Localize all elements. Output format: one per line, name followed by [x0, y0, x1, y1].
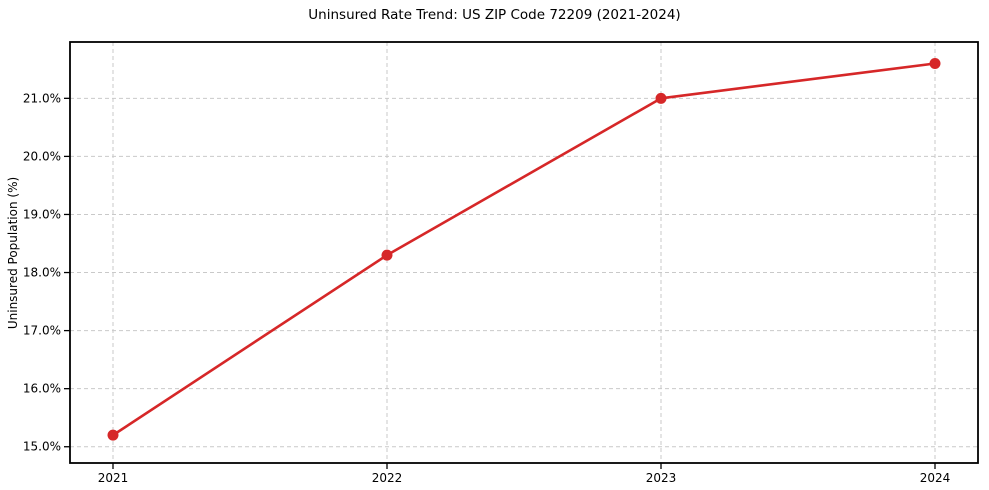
data-point-marker — [107, 429, 119, 441]
x-tick-label: 2022 — [372, 471, 403, 485]
y-tick-label: 20.0% — [23, 149, 61, 163]
x-tick-label: 2023 — [646, 471, 677, 485]
y-tick-label: 19.0% — [23, 207, 61, 221]
x-tick-label: 2021 — [98, 471, 129, 485]
plot-border — [69, 41, 979, 464]
y-tick-label: 15.0% — [23, 440, 61, 454]
y-tick-label: 16.0% — [23, 382, 61, 396]
data-point-marker — [929, 57, 941, 69]
data-point-marker — [381, 249, 393, 261]
x-tick-label: 2024 — [920, 471, 951, 485]
y-tick-label: 18.0% — [23, 266, 61, 280]
trend-line — [111, 62, 937, 437]
data-point-marker — [655, 92, 667, 104]
y-tick-label: 17.0% — [23, 324, 61, 338]
y-tick-label: 21.0% — [23, 91, 61, 105]
chart-title: Uninsured Rate Trend: US ZIP Code 72209 … — [308, 7, 681, 23]
